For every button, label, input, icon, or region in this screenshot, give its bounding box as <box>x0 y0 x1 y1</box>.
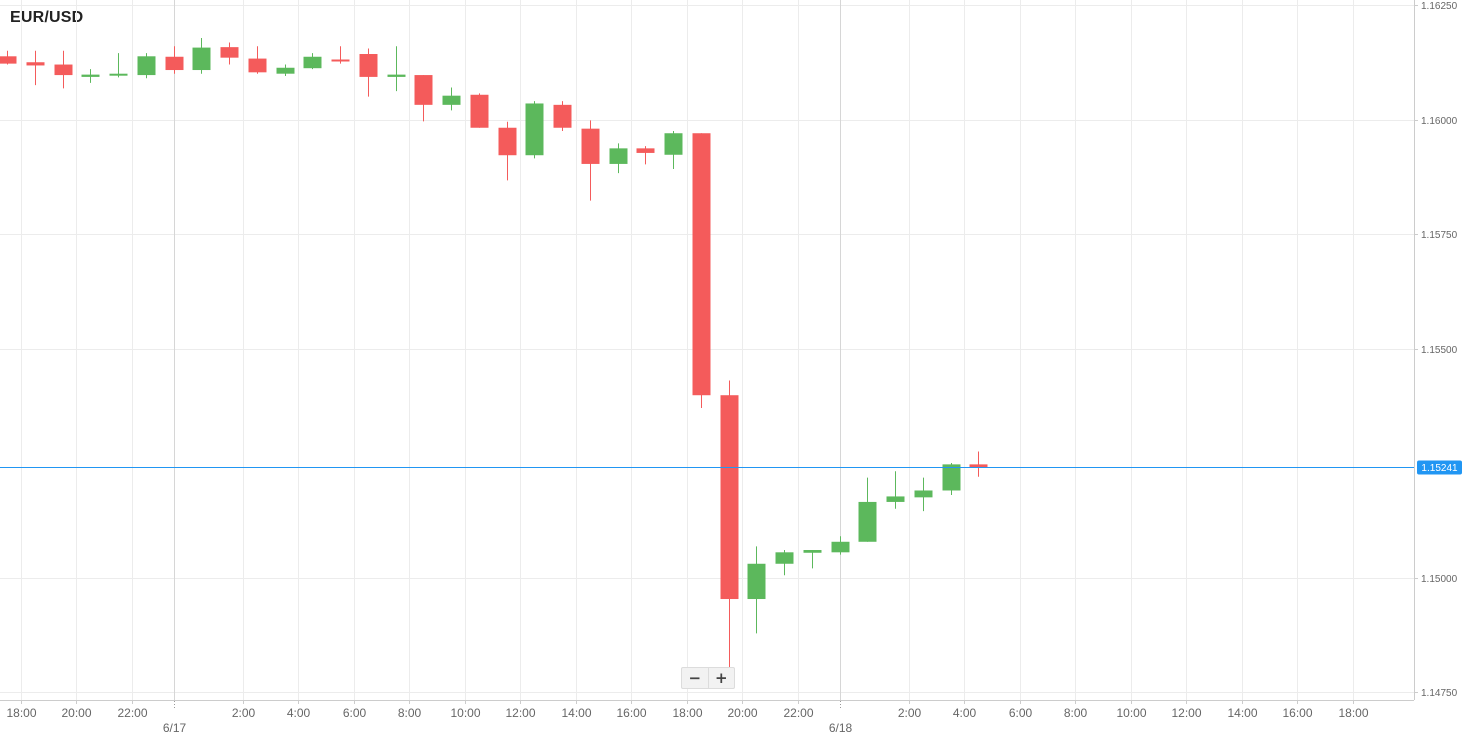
candle-body <box>331 59 350 62</box>
x-tick-label: 2:00 <box>898 706 922 720</box>
candle-body <box>581 128 600 164</box>
candle-body <box>81 74 100 77</box>
candle-body <box>470 94 489 128</box>
y-tick-label: 1.16250 <box>1421 1 1458 12</box>
zoom-out-button[interactable]: − <box>688 669 702 687</box>
x-tick-label: 18:00 <box>672 706 702 720</box>
candle-body <box>942 464 961 491</box>
x-tick-label: 12:00 <box>1171 706 1201 720</box>
candle-body <box>775 552 794 564</box>
x-tick-label: 18:00 <box>1338 706 1368 720</box>
candle-body <box>165 56 184 71</box>
x-tick-label: 12:00 <box>505 706 535 720</box>
candle-body <box>636 148 655 153</box>
x-tick-label: 4:00 <box>953 706 977 720</box>
y-tick-label: 1.15750 <box>1421 230 1458 241</box>
y-tick-label: 1.14750 <box>1421 688 1458 699</box>
chart-title: EUR/USD <box>10 9 84 26</box>
candle-body <box>387 74 406 77</box>
x-tick-label: 22:00 <box>117 706 147 720</box>
candle-body <box>692 133 711 396</box>
x-tick-label: 14:00 <box>561 706 591 720</box>
y-tick-label: 1.15000 <box>1421 574 1458 585</box>
candle-body <box>414 75 433 105</box>
candle-body <box>192 47 211 71</box>
candle-body <box>248 58 267 73</box>
date-label: 6/17 <box>163 721 187 735</box>
x-tick-label: 8:00 <box>398 706 422 720</box>
candle-body <box>276 67 295 74</box>
candle-body <box>914 490 933 498</box>
x-tick-label: 10:00 <box>450 706 480 720</box>
candle-body <box>498 127 517 156</box>
candle-body <box>303 56 322 69</box>
x-tick-label: 22:00 <box>783 706 813 720</box>
candle-body <box>803 550 822 553</box>
candle-body <box>747 563 766 600</box>
x-tick-label: 6:00 <box>343 706 367 720</box>
candle-body <box>609 148 628 164</box>
x-tick-label: 4:00 <box>287 706 311 720</box>
x-tick-label: 16:00 <box>616 706 646 720</box>
candle-body <box>553 104 572 128</box>
x-tick-label: 20:00 <box>61 706 91 720</box>
zoom-controls: − + <box>681 667 735 689</box>
candle-body <box>858 501 877 542</box>
candle-body <box>720 395 739 600</box>
candle-body <box>109 73 128 76</box>
x-tick-label: 6:00 <box>1009 706 1033 720</box>
x-tick-label: 2:00 <box>232 706 256 720</box>
candle-body <box>525 103 544 156</box>
candle-body <box>359 54 378 77</box>
x-tick-label: 16:00 <box>1282 706 1312 720</box>
current-price-label: 1.15241 <box>1421 463 1458 474</box>
x-tick-label: 18:00 <box>6 706 36 720</box>
y-tick-label: 1.16000 <box>1421 116 1458 127</box>
candle-body <box>0 56 17 64</box>
candle-body <box>969 464 988 468</box>
zoom-in-button[interactable]: + <box>707 668 735 688</box>
candle-body <box>664 133 683 155</box>
x-tick-label: 10:00 <box>1116 706 1146 720</box>
x-tick-label: 20:00 <box>727 706 757 720</box>
date-label: 6/18 <box>829 721 853 735</box>
candle-body <box>54 64 73 76</box>
current-price-badge <box>1417 460 1462 475</box>
candle-body <box>831 541 850 553</box>
candle-body <box>137 56 156 76</box>
candle-body <box>442 95 461 105</box>
candle-body <box>220 47 239 58</box>
candle-body <box>886 496 905 502</box>
candle-body <box>26 62 45 66</box>
x-tick-label: 14:00 <box>1227 706 1257 720</box>
x-tick-label: 8:00 <box>1064 706 1088 720</box>
y-tick-label: 1.15500 <box>1421 345 1458 356</box>
